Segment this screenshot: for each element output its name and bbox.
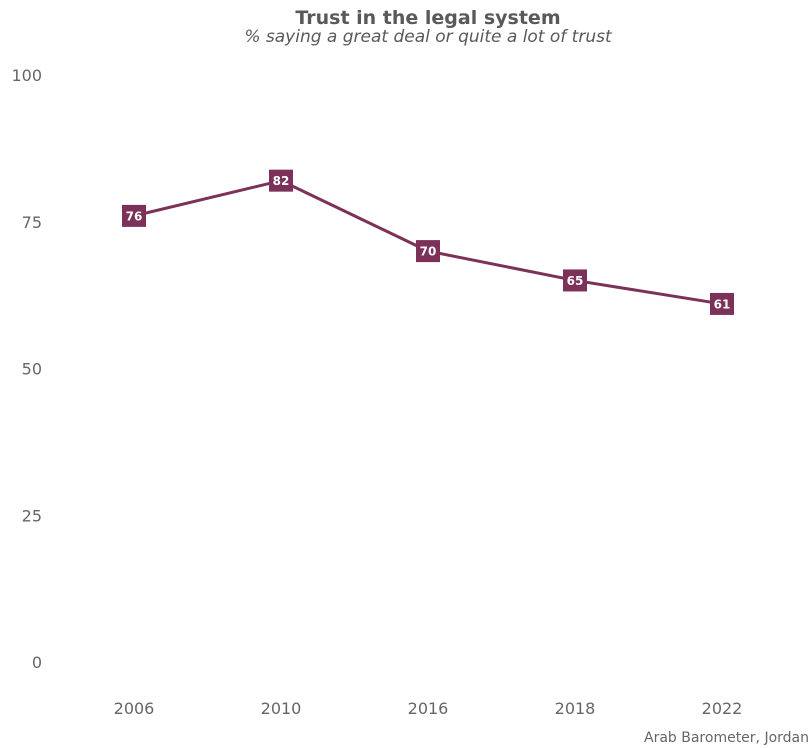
data-label: 61 bbox=[714, 297, 731, 311]
y-tick-label: 100 bbox=[11, 66, 42, 85]
data-label: 65 bbox=[567, 274, 584, 288]
y-tick-label: 25 bbox=[22, 506, 42, 525]
data-point-marker bbox=[269, 169, 293, 192]
data-label: 70 bbox=[420, 245, 437, 259]
y-axis: 0 25 50 75 100 bbox=[11, 66, 42, 672]
x-tick-label: 2006 bbox=[114, 699, 155, 718]
data-point: 76 bbox=[122, 204, 146, 227]
x-axis: 2006 2010 2016 2018 2022 bbox=[114, 699, 743, 718]
chart-caption: Arab Barometer, Jordan bbox=[644, 730, 809, 746]
data-point-marker bbox=[563, 269, 587, 292]
x-tick-label: 2018 bbox=[555, 699, 596, 718]
x-tick-label: 2022 bbox=[702, 699, 743, 718]
data-point: 61 bbox=[710, 292, 734, 315]
chart-title: Trust in the legal system bbox=[295, 7, 560, 29]
data-label: 76 bbox=[126, 209, 143, 223]
data-point-marker bbox=[122, 204, 146, 227]
x-tick-label: 2016 bbox=[408, 699, 449, 718]
y-tick-label: 75 bbox=[22, 213, 42, 232]
data-label: 82 bbox=[273, 174, 290, 188]
data-point: 82 bbox=[269, 169, 293, 192]
y-tick-label: 50 bbox=[22, 360, 42, 379]
data-points: 76 82 70 65 61 bbox=[122, 169, 734, 315]
y-tick-label: 0 bbox=[32, 653, 42, 672]
data-point-marker bbox=[416, 240, 440, 263]
x-tick-label: 2010 bbox=[261, 699, 302, 718]
data-point: 70 bbox=[416, 240, 440, 263]
data-point-marker bbox=[710, 292, 734, 315]
chart-subtitle: % saying a great deal or quite a lot of … bbox=[244, 27, 613, 47]
data-point: 65 bbox=[563, 269, 587, 292]
